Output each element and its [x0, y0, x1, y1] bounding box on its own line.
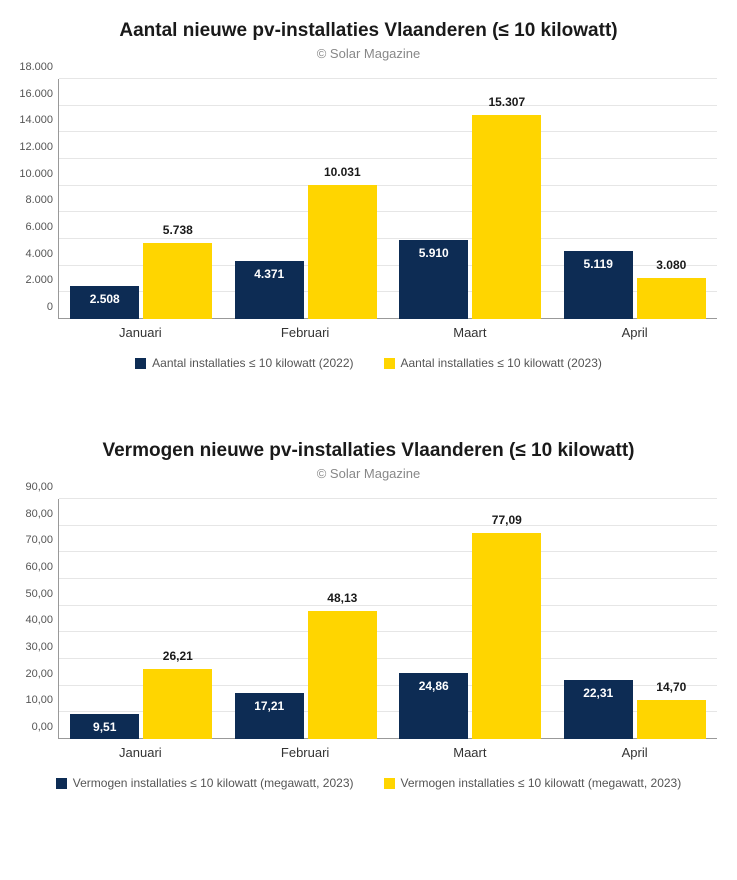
ytick-label: 2.000	[11, 274, 53, 286]
bars-area: 9,51 26,21 17,21 48,13 24,86 77,09 22,31 14,70	[59, 499, 717, 739]
ytick-label: 4.000	[11, 248, 53, 260]
bar: 10.031	[308, 185, 377, 319]
ytick-label: 70,00	[11, 534, 53, 546]
ytick-label: 14.000	[11, 114, 53, 126]
bar: 4.371	[235, 261, 304, 319]
bar-value-label: 15.307	[472, 95, 541, 109]
bar: 26,21	[143, 669, 212, 739]
ytick-label: 0,00	[11, 721, 53, 733]
legend-label: Vermogen installaties ≤ 10 kilowatt (meg…	[73, 776, 354, 790]
xaxis-label: Maart	[388, 745, 553, 760]
bar-value-label: 26,21	[143, 649, 212, 663]
legend-label: Vermogen installaties ≤ 10 kilowatt (meg…	[401, 776, 682, 790]
chart-plot: 02.0004.0006.0008.00010.00012.00014.0001…	[58, 79, 717, 319]
category-group: 5.119 3.080	[553, 79, 718, 319]
xaxis-label: Februari	[223, 325, 388, 340]
ytick-label: 40,00	[11, 614, 53, 626]
category-group: 17,21 48,13	[224, 499, 389, 739]
chart-plot: 0,0010,0020,0030,0040,0050,0060,0070,008…	[58, 499, 717, 739]
bar-value-label: 10.031	[308, 165, 377, 179]
legend: Aantal installaties ≤ 10 kilowatt (2022)…	[10, 356, 727, 370]
ytick-label: 18.000	[11, 61, 53, 73]
legend-swatch	[384, 778, 395, 789]
ytick-label: 50,00	[11, 588, 53, 600]
bar: 77,09	[472, 533, 541, 739]
bar-value-label: 48,13	[308, 591, 377, 605]
category-group: 22,31 14,70	[553, 499, 718, 739]
ytick-label: 0	[11, 301, 53, 313]
bar-value-label: 9,51	[70, 720, 139, 734]
ytick-label: 20,00	[11, 668, 53, 680]
bar: 5.910	[399, 240, 468, 319]
chart-subtitle: © Solar Magazine	[10, 46, 727, 61]
ytick-label: 80,00	[11, 508, 53, 520]
ytick-label: 16.000	[11, 88, 53, 100]
legend-item: Aantal installaties ≤ 10 kilowatt (2023)	[384, 356, 602, 370]
legend-swatch	[135, 358, 146, 369]
category-group: 24,86 77,09	[388, 499, 553, 739]
bar: 48,13	[308, 611, 377, 739]
legend-swatch	[384, 358, 395, 369]
legend-label: Aantal installaties ≤ 10 kilowatt (2022)	[152, 356, 353, 370]
ytick-label: 8.000	[11, 194, 53, 206]
bar: 5.119	[564, 251, 633, 319]
legend-label: Aantal installaties ≤ 10 kilowatt (2023)	[401, 356, 602, 370]
xaxis-label: April	[552, 745, 717, 760]
chart-subtitle: © Solar Magazine	[10, 466, 727, 481]
bar-value-label: 2.508	[70, 292, 139, 306]
bar-value-label: 14,70	[637, 680, 706, 694]
ytick-label: 30,00	[11, 641, 53, 653]
bar: 15.307	[472, 115, 541, 319]
xaxis-label: Januari	[58, 325, 223, 340]
bar: 14,70	[637, 700, 706, 739]
bar: 5.738	[143, 243, 212, 320]
ytick-label: 60,00	[11, 561, 53, 573]
xaxis-label: Maart	[388, 325, 553, 340]
xaxis: JanuariFebruariMaartApril	[58, 325, 717, 340]
category-group: 2.508 5.738	[59, 79, 224, 319]
bar-value-label: 5.738	[143, 223, 212, 237]
bar: 2.508	[70, 286, 139, 319]
ytick-label: 10.000	[11, 168, 53, 180]
bar: 24,86	[399, 673, 468, 739]
xaxis-label: April	[552, 325, 717, 340]
chart-0: Aantal nieuwe pv-installaties Vlaanderen…	[10, 20, 727, 370]
bar: 3.080	[637, 278, 706, 319]
bar-value-label: 5.119	[564, 257, 633, 271]
ytick-label: 6.000	[11, 221, 53, 233]
xaxis: JanuariFebruariMaartApril	[58, 745, 717, 760]
bar-value-label: 24,86	[399, 679, 468, 693]
legend-item: Vermogen installaties ≤ 10 kilowatt (meg…	[384, 776, 682, 790]
bar: 22,31	[564, 680, 633, 739]
bar-value-label: 17,21	[235, 699, 304, 713]
bar-value-label: 22,31	[564, 686, 633, 700]
category-group: 9,51 26,21	[59, 499, 224, 739]
legend-swatch	[56, 778, 67, 789]
bar: 9,51	[70, 714, 139, 739]
chart-title: Vermogen nieuwe pv-installaties Vlaander…	[10, 440, 727, 462]
legend-item: Aantal installaties ≤ 10 kilowatt (2022)	[135, 356, 353, 370]
legend-item: Vermogen installaties ≤ 10 kilowatt (meg…	[56, 776, 354, 790]
ytick-label: 10,00	[11, 694, 53, 706]
bar-value-label: 5.910	[399, 246, 468, 260]
xaxis-label: Februari	[223, 745, 388, 760]
category-group: 4.371 10.031	[224, 79, 389, 319]
bar-value-label: 77,09	[472, 513, 541, 527]
ytick-label: 90,00	[11, 481, 53, 493]
ytick-label: 12.000	[11, 141, 53, 153]
category-group: 5.910 15.307	[388, 79, 553, 319]
bar-value-label: 4.371	[235, 267, 304, 281]
xaxis-label: Januari	[58, 745, 223, 760]
bar: 17,21	[235, 693, 304, 739]
chart-1: Vermogen nieuwe pv-installaties Vlaander…	[10, 440, 727, 790]
bar-value-label: 3.080	[637, 258, 706, 272]
legend: Vermogen installaties ≤ 10 kilowatt (meg…	[10, 776, 727, 790]
chart-title: Aantal nieuwe pv-installaties Vlaanderen…	[10, 20, 727, 42]
bars-area: 2.508 5.738 4.371 10.031 5.910 15.307 5.119 3.0…	[59, 79, 717, 319]
